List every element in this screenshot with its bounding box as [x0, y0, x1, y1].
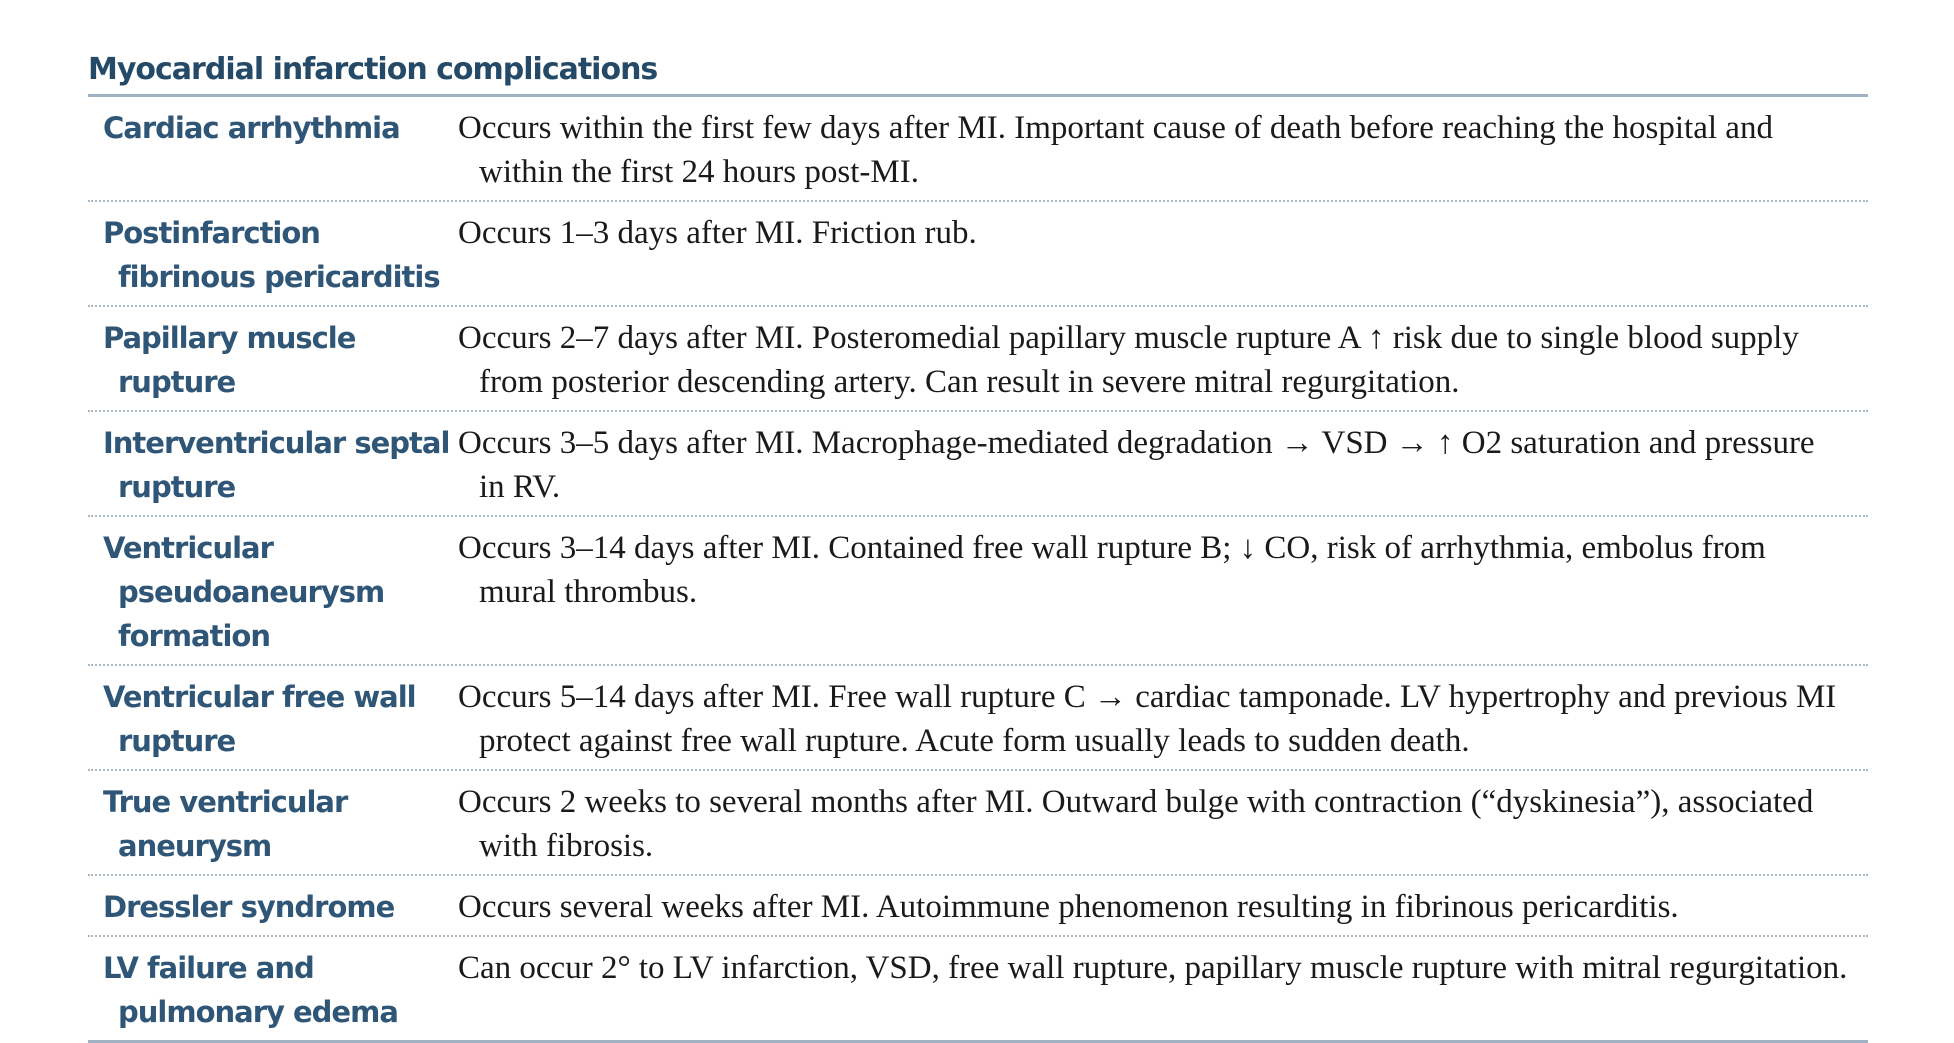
row-description: Occurs several weeks after MI. Autoimmun…: [458, 889, 1679, 925]
table-row: Cardiac arrhythmia Occurs within the fir…: [88, 97, 1868, 202]
row-description: Occurs 5–14 days after MI. Free wall rup…: [458, 679, 1837, 759]
row-description: Occurs 2 weeks to several months after M…: [458, 784, 1814, 864]
row-term: Ventricular pseudoaneurysm formation: [103, 531, 385, 653]
row-term: Papillary muscle rupture: [103, 321, 356, 399]
table-row: Papillary muscle rupture Occurs 2–7 days…: [88, 307, 1868, 412]
row-term: Postinfarction fibrinous pericarditis: [103, 216, 441, 294]
complications-table: Myocardial infarction complications Card…: [88, 50, 1868, 1043]
row-description: Occurs within the first few days after M…: [458, 110, 1773, 190]
row-description: Occurs 3–5 days after MI. Macrophage-med…: [458, 425, 1815, 505]
table-row: Dressler syndrome Occurs several weeks a…: [88, 876, 1868, 937]
row-term: Dressler syndrome: [103, 890, 395, 924]
row-term: Cardiac arrhythmia: [103, 111, 401, 145]
row-term: LV failure and pulmonary edema: [103, 951, 399, 1029]
row-term: True ventricular aneurysm: [103, 785, 348, 863]
table-title: Myocardial infarction complications: [88, 50, 1868, 97]
table-row: True ventricular aneurysm Occurs 2 weeks…: [88, 771, 1868, 876]
table-row: LV failure and pulmonary edema Can occur…: [88, 937, 1868, 1043]
row-description: Occurs 3–14 days after MI. Contained fre…: [458, 530, 1766, 610]
row-description: Occurs 1–3 days after MI. Friction rub.: [458, 215, 977, 251]
table-row: Ventricular free wall rupture Occurs 5–1…: [88, 666, 1868, 771]
row-description: Occurs 2–7 days after MI. Posteromedial …: [458, 320, 1799, 400]
row-term: Ventricular free wall rupture: [103, 680, 417, 758]
table-row: Interventricular septal rupture Occurs 3…: [88, 412, 1868, 517]
row-description: Can occur 2° to LV infarction, VSD, free…: [458, 950, 1848, 986]
table-row: Ventricular pseudoaneurysm formation Occ…: [88, 517, 1868, 666]
row-term: Interventricular septal rupture: [103, 426, 450, 504]
table-row: Postinfarction fibrinous pericarditis Oc…: [88, 202, 1868, 307]
